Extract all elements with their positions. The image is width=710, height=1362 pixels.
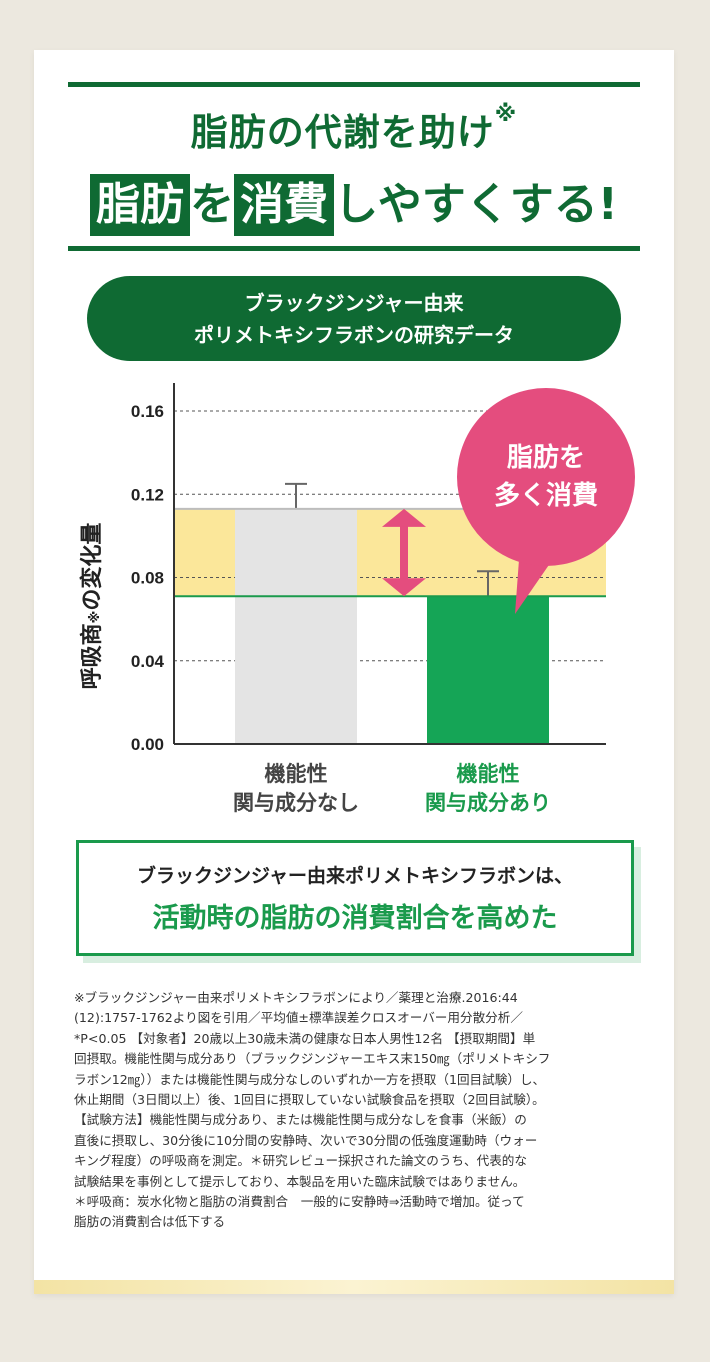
headline-particle: を (190, 179, 235, 230)
difference-arrow-head-up (382, 508, 426, 527)
headline-line1-text: 脂肪の代謝を助け (190, 111, 495, 154)
callout-line1: 脂肪を (506, 443, 585, 473)
footnote-line: キング程度）の呼吸商を測定。＊研究レビュー採択された論文のうち、代表的な (74, 1153, 527, 1169)
headline-line1: 脂肪の代謝を助け※ (34, 102, 674, 156)
x-label-with: 機能性 関与成分あり (398, 760, 578, 818)
top-rule (68, 82, 640, 87)
y-tick-label: 0.16 (131, 402, 164, 421)
result-line1: ブラックジンジャー由来ポリメトキシフラボンは、 (136, 865, 574, 887)
study-title-line1: ブラックジンジャー由来 (244, 290, 464, 315)
y-tick-label: 0.00 (131, 735, 164, 754)
card-bottom-band (34, 1280, 674, 1294)
headline-box-consume: 消費 (234, 174, 335, 236)
y-tick-label: 0.04 (131, 652, 165, 671)
footnotes: ※ブラックジンジャー由来ポリメトキシフラボンにより／薬理と治療.2016:44 … (74, 988, 636, 1233)
content-card: 脂肪の代謝を助け※ 脂肪を消費 しやすくする! ブラックジンジャー由来 ポリメトキ… (34, 50, 674, 1294)
difference-arrow-shaft (400, 525, 408, 580)
footnote-line: 試験結果を事例として提示しており、本製品を用いた臨床試験ではありません。 (74, 1173, 526, 1189)
y-tick-label: 0.08 (131, 569, 164, 588)
x-label-without-line1: 機能性 (264, 762, 328, 786)
footnote-line: 直後に摂取し、30分後に10分間の安静時、次いで30分間の低強度運動時（ウォー (74, 1132, 538, 1148)
y-axis-label-mark: ※ (88, 610, 103, 624)
bar-without (235, 508, 357, 744)
headline-line2: 脂肪を消費 しやすくする! (34, 168, 674, 236)
result-line2: 活動時の脂肪の消費割合を高めた (152, 903, 558, 934)
bar-with (427, 596, 549, 744)
difference-arrow-head-down (382, 578, 426, 597)
y-axis-label-text: 呼吸商 (80, 623, 105, 690)
footnote-line: *P<0.05 【対象者】20歳以上30歳未満の健康な日本人男性12名 【摂取期… (74, 1030, 536, 1046)
headline-ending: しやすくする! (334, 179, 618, 230)
x-label-with-line2: 関与成分あり (425, 791, 551, 815)
bottom-rule (68, 246, 640, 251)
fat-consumption-callout: 脂肪を 多く消費 (457, 388, 635, 566)
footnote-line: ラボン12㎎））または機能性関与成分なしのいずれか一方を摂取（1回目試験）し、 (74, 1071, 546, 1087)
headline-box-fat: 脂肪 (90, 174, 191, 236)
footnote-line: 脂肪の消費割合は低下する (74, 1214, 226, 1230)
result-summary-box: ブラックジンジャー由来ポリメトキシフラボンは、 活動時の脂肪の消費割合を高めた (76, 840, 634, 956)
footnote-line: ＊呼吸商：炭水化物と脂肪の消費割合 一般的に安静時⇒活動時で増加。従って (74, 1194, 525, 1210)
footnote-line: (12):1757-1762より図を引用／平均値±標準誤差クロスオーバー用分散分… (74, 1010, 523, 1026)
x-label-without: 機能性 関与成分なし (206, 760, 386, 818)
study-title-pill: ブラックジンジャー由来 ポリメトキシフラボンの研究データ (87, 276, 621, 361)
y-tick-label: 0.12 (131, 485, 164, 504)
study-title-line2: ポリメトキシフラボンの研究データ (194, 322, 514, 347)
y-axis-label: 呼吸商※の変化量 (74, 523, 106, 690)
headline-footnote-mark: ※ (494, 102, 518, 127)
footnote-line: 回摂取。機能性関与成分あり（ブラックジンジャーエキス末150㎎（ポリメトキシフ (74, 1051, 551, 1067)
x-label-without-line2: 関与成分なし (233, 791, 359, 815)
footnote-line: ※ブラックジンジャー由来ポリメトキシフラボンにより／薬理と治療.2016:44 (74, 990, 518, 1005)
footnote-line: 【試験方法】機能性関与成分あり、または機能性関与成分なしを食事（米飯）の (74, 1112, 527, 1128)
footnote-line: 休止期間（3日間以上）後、1回目に摂取していない試験食品を摂取（2回目試験）。 (74, 1092, 545, 1108)
x-label-with-line1: 機能性 (456, 762, 520, 786)
y-axis-label-suffix: の変化量 (80, 522, 105, 611)
callout-line2: 多く消費 (493, 481, 598, 511)
